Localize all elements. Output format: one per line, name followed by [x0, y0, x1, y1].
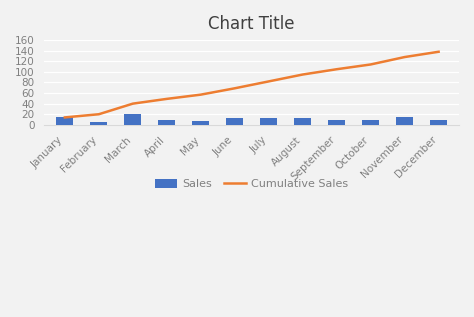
- Cumulative Sales: [266, 80, 272, 83]
- Bar: [56, 117, 73, 125]
- Title: Chart Title: Chart Title: [209, 15, 295, 33]
- Cumulative Sales: [62, 115, 68, 119]
- Cumulative Sales: [96, 112, 102, 116]
- Cumulative Sales: [368, 62, 374, 66]
- Line: Cumulative Sales: Cumulative Sales: [65, 52, 438, 117]
- Bar: [396, 117, 413, 125]
- Bar: [91, 122, 107, 125]
- Bar: [226, 119, 243, 125]
- Cumulative Sales: [402, 55, 408, 59]
- Legend: Sales, Cumulative Sales: Sales, Cumulative Sales: [151, 174, 353, 194]
- Cumulative Sales: [334, 67, 339, 71]
- Bar: [294, 118, 311, 125]
- Bar: [158, 120, 175, 125]
- Cumulative Sales: [300, 73, 306, 76]
- Bar: [328, 120, 345, 125]
- Cumulative Sales: [232, 87, 237, 90]
- Bar: [362, 120, 379, 125]
- Bar: [260, 118, 277, 125]
- Bar: [192, 120, 209, 125]
- Bar: [124, 114, 141, 125]
- Cumulative Sales: [436, 50, 441, 54]
- Cumulative Sales: [198, 93, 204, 97]
- Bar: [430, 120, 447, 125]
- Cumulative Sales: [164, 97, 170, 101]
- Cumulative Sales: [130, 102, 136, 106]
